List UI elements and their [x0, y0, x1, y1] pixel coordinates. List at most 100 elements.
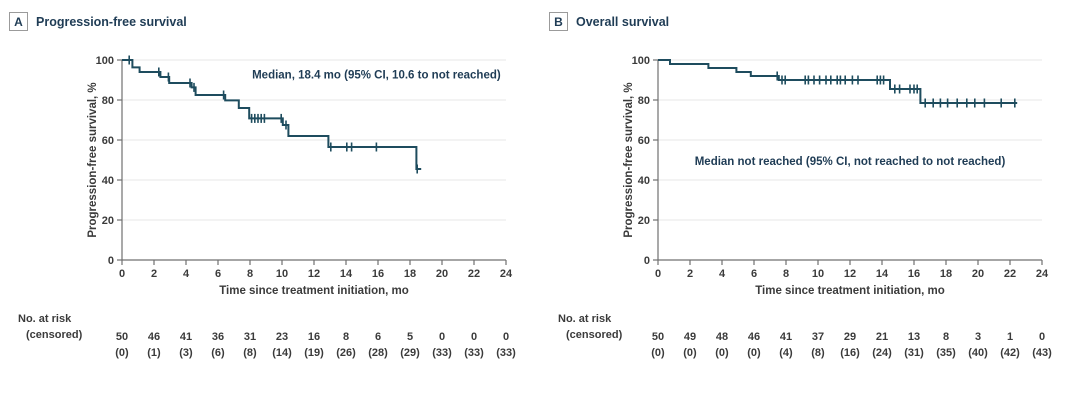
x-tick-label: 20 [972, 268, 984, 280]
x-axis-title: Time since treatment initiation, mo [755, 285, 945, 297]
panel-b-title: Overall survival [576, 14, 670, 29]
x-tick-label: 22 [468, 268, 480, 280]
censored-count: (40) [968, 347, 988, 359]
y-tick-label: 20 [102, 215, 114, 227]
x-tick-label: 8 [783, 268, 789, 280]
at-risk-label: No. at risk [18, 313, 72, 325]
x-tick-label: 18 [940, 268, 952, 280]
at-risk-count: 0 [471, 331, 477, 343]
km-curve [122, 59, 422, 170]
censored-count: (0) [747, 347, 761, 359]
y-tick-label: 40 [102, 175, 114, 187]
at-risk-count: 8 [943, 331, 949, 343]
y-tick-labels: 0 20 40 60 80 100 [96, 55, 114, 267]
y-tick-label: 60 [638, 135, 650, 147]
censored-count: (33) [496, 347, 516, 359]
y-tick-label: 20 [638, 215, 650, 227]
at-risk-count: 23 [276, 331, 288, 343]
at-risk-count: 3 [975, 331, 981, 343]
at-risk-table: No. at risk (censored) 50 (0) 49 (0) 48 (0) 46 (0… [558, 313, 1052, 359]
censored-count: (24) [872, 347, 892, 359]
x-tick-label: 6 [215, 268, 221, 280]
censored-label: (censored) [566, 329, 623, 341]
panel-b-letter-box: B [549, 12, 568, 31]
x-tick-labels: 0 2 4 6 8 10 12 14 16 18 20 22 24 [655, 268, 1049, 280]
censored-count: (0) [683, 347, 697, 359]
at-risk-count: 50 [116, 331, 128, 343]
at-risk-count: 8 [343, 331, 349, 343]
y-tick-label: 0 [644, 255, 650, 267]
at-risk-count: 31 [244, 331, 256, 343]
at-risk-count: 29 [844, 331, 856, 343]
at-risk-count: 37 [812, 331, 824, 343]
panel-a-letter-box: A [9, 12, 28, 31]
censored-count: (0) [651, 347, 665, 359]
censored-count: (29) [400, 347, 420, 359]
y-tick-label: 40 [638, 175, 650, 187]
y-tick-label: 100 [632, 55, 650, 67]
x-tick-label: 22 [1004, 268, 1016, 280]
censored-count: (28) [368, 347, 388, 359]
x-axis-title: Time since treatment initiation, mo [219, 285, 409, 297]
panel-a: A Progression-free survival 0 20 40 60 80 100… [9, 12, 516, 359]
x-tick-label: 0 [119, 268, 125, 280]
censor-marks [128, 55, 419, 174]
censored-count: (4) [779, 347, 793, 359]
gridlines [122, 59, 506, 221]
censored-count: (31) [904, 347, 924, 359]
censored-count: (43) [1032, 347, 1052, 359]
x-tick-label: 4 [183, 268, 190, 280]
panel-b-header: B Overall survival [549, 12, 669, 31]
at-risk-count: 1 [1007, 331, 1013, 343]
at-risk-count: 49 [684, 331, 696, 343]
at-risk-count: 46 [148, 331, 160, 343]
y-tick-label: 80 [638, 95, 650, 107]
panel-a-title: Progression-free survival [36, 14, 187, 29]
x-tick-label: 6 [751, 268, 757, 280]
at-risk-count: 0 [439, 331, 445, 343]
x-tick-label: 2 [687, 268, 693, 280]
axes [117, 59, 507, 265]
x-tick-label: 8 [247, 268, 253, 280]
km-curve [658, 59, 1018, 104]
axes [653, 59, 1043, 265]
censored-count: (33) [432, 347, 452, 359]
x-tick-label: 10 [812, 268, 824, 280]
median-annotation: Median, 18.4 mo (95% CI, 10.6 to not rea… [252, 70, 501, 82]
censored-count: (19) [304, 347, 324, 359]
censored-count: (8) [243, 347, 257, 359]
at-risk-count: 48 [716, 331, 728, 343]
censored-count: (42) [1000, 347, 1020, 359]
censored-label: (censored) [26, 329, 83, 341]
gridlines [658, 59, 1042, 221]
censored-count: (0) [715, 347, 729, 359]
y-tick-labels: 0 20 40 60 80 100 [632, 55, 650, 267]
censored-count: (35) [936, 347, 956, 359]
censored-count: (26) [336, 347, 356, 359]
at-risk-label: No. at risk [558, 313, 612, 325]
at-risk-count: 5 [407, 331, 413, 343]
censored-count: (33) [464, 347, 484, 359]
censored-count: (8) [811, 347, 825, 359]
x-tick-labels: 0 2 4 6 8 10 12 14 16 18 20 22 24 [119, 268, 513, 280]
at-risk-count: 46 [748, 331, 760, 343]
y-axis-title: Progression-free survival, % [623, 82, 635, 237]
x-tick-label: 14 [876, 268, 889, 280]
censored-count: (1) [147, 347, 161, 359]
panel-a-header: A Progression-free survival [9, 12, 187, 31]
y-tick-label: 80 [102, 95, 114, 107]
x-tick-label: 12 [844, 268, 856, 280]
at-risk-table: No. at risk(censored) 50(0)46(1)41(3)36(6… [18, 313, 516, 359]
at-risk-count: 6 [375, 331, 381, 343]
median-annotation: Median not reached (95% CI, not reached … [695, 156, 1006, 168]
at-risk-count: 0 [1039, 331, 1045, 343]
y-tick-label: 0 [108, 255, 114, 267]
censored-count: (14) [272, 347, 292, 359]
censored-count: (0) [115, 347, 129, 359]
y-axis-title: Progression-free survival, % [87, 82, 99, 237]
x-tick-label: 16 [372, 268, 384, 280]
x-tick-label: 4 [719, 268, 726, 280]
at-risk-count: 41 [780, 331, 792, 343]
